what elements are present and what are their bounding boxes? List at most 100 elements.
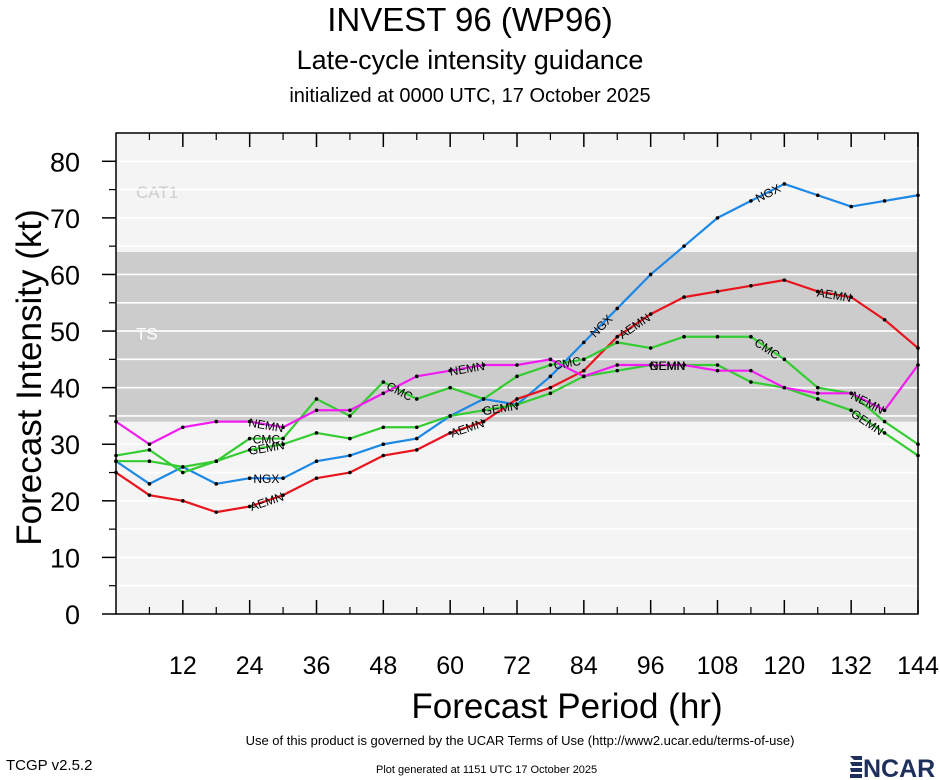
series-point-aemn <box>448 431 452 435</box>
series-point-cmc <box>548 363 553 367</box>
x-tick-label: 96 <box>637 652 665 680</box>
series-point-nemn <box>715 368 720 373</box>
x-tick-label: 12 <box>169 652 197 680</box>
series-point-nemn <box>281 425 285 430</box>
series-point-cmc <box>414 397 419 401</box>
series-point-aemn <box>147 493 152 497</box>
series-point-ngx <box>815 193 820 198</box>
series-label-ngx: NGX <box>253 472 279 486</box>
series-point-ngx <box>381 442 386 447</box>
series-point-ngx <box>715 216 720 220</box>
series-point-ngx <box>147 482 152 486</box>
series-point-nemn <box>815 391 820 396</box>
series-point-ngx <box>281 476 285 480</box>
ncar-logo-text: NCAR <box>863 755 935 780</box>
series-label-aemn: AEMN <box>816 285 853 305</box>
series-point-aemn <box>782 278 787 282</box>
series-point-nemn <box>247 419 252 424</box>
series-point-cmc <box>348 414 352 418</box>
x-tick-label: 132 <box>830 652 872 680</box>
ncar-logo-mark-icon <box>850 756 862 778</box>
band-label-ts: TS <box>136 325 158 344</box>
band-below-ts <box>116 421 918 614</box>
series-point-ngx <box>882 199 887 203</box>
series-label-gemn: GEMN <box>248 438 286 458</box>
series-point-aemn <box>381 453 386 458</box>
series-point-gemn <box>281 442 285 447</box>
series-point-aemn <box>682 295 686 299</box>
series-point-aemn <box>181 499 185 503</box>
series-point-gemn <box>481 408 486 413</box>
series-point-nemn <box>882 408 887 413</box>
series-label-group-ngx: NGX <box>253 472 279 486</box>
series-label-group-gemn: GEMN <box>482 399 520 419</box>
series-point-ngx <box>615 306 620 311</box>
series-point-aemn <box>481 419 486 424</box>
series-point-aemn <box>414 448 419 452</box>
series-point-gemn <box>749 380 753 384</box>
series-point-aemn <box>815 289 820 294</box>
generated-timestamp: Plot generated at 1151 UTC 17 October 20… <box>376 764 598 776</box>
series-point-nemn <box>615 363 620 367</box>
series-point-ngx <box>749 199 753 203</box>
series-point-cmc <box>749 334 753 339</box>
y-gridlines <box>116 160 918 587</box>
y-tick-label: 20 <box>50 487 80 517</box>
series-point-cmc <box>582 357 586 362</box>
series-label-group-nemn: NEMN <box>448 359 485 379</box>
series-point-nemn <box>582 374 586 379</box>
series-point-ngx <box>247 476 252 480</box>
series-point-aemn <box>214 510 219 514</box>
series-label-group-gemn: GEMN <box>248 438 286 458</box>
intensity-bands: TS CAT1 <box>116 133 918 614</box>
series-label-cmc: CMC <box>553 354 583 372</box>
chart-subtitle: Late-cycle intensity guidance <box>296 45 644 75</box>
series-point-gemn <box>715 363 720 367</box>
y-tick-label: 70 <box>50 204 80 234</box>
series-point-cmc <box>147 448 152 452</box>
series-point-gemn <box>247 448 252 452</box>
series-label-group-gemn: GEMN <box>649 359 685 373</box>
y-tick-label: 0 <box>65 600 80 630</box>
y-tick-label: 60 <box>50 260 80 290</box>
series-point-ngx <box>582 340 586 345</box>
series-point-aemn <box>281 493 285 497</box>
band-label-cat1: CAT1 <box>136 183 178 202</box>
series-point-aemn <box>515 397 519 401</box>
series-point-ngx <box>782 182 787 186</box>
series-label-gemn: GEMN <box>482 399 520 419</box>
series-point-nemn <box>749 368 753 373</box>
series-point-cmc <box>181 470 185 475</box>
x-tick-label: 120 <box>763 652 805 680</box>
x-tick-label: 144 <box>897 652 939 680</box>
series-label-group-cmc: CMC <box>253 433 281 447</box>
terms-of-use-note: Use of this product is governed by the U… <box>245 733 795 748</box>
series-point-cmc <box>448 385 452 390</box>
series-label-group-nemn: NEMN <box>248 416 285 436</box>
series-point-cmc <box>648 346 653 350</box>
series-point-nemn <box>414 374 419 379</box>
series-label-group-aemn: AEMN <box>816 285 853 305</box>
chart-title: INVEST 96 (WP96) <box>327 1 613 38</box>
series-point-ngx <box>314 459 319 464</box>
series-point-aemn <box>582 368 586 373</box>
series-point-cmc <box>682 334 686 339</box>
y-tick-label: 50 <box>50 317 80 347</box>
series-label-nemn: NEMN <box>448 359 485 379</box>
series-point-gemn <box>548 391 553 396</box>
y-tick-label: 10 <box>50 543 80 573</box>
series-point-aemn <box>715 289 720 294</box>
series-label-group-cmc: CMC <box>553 354 583 372</box>
series-point-nemn <box>481 363 486 367</box>
series-point-gemn <box>214 459 219 464</box>
version-label: TCGP v2.5.2 <box>6 757 93 774</box>
series-point-aemn <box>882 317 887 322</box>
series-point-gemn <box>314 431 319 435</box>
series-label-cmc: CMC <box>253 433 281 447</box>
series-point-aemn <box>314 476 319 480</box>
series-label-nemn: NEMN <box>248 416 285 436</box>
series-point-cmc <box>882 419 887 424</box>
series-label-gemn: GEMN <box>649 359 685 373</box>
y-tick-label: 40 <box>50 374 80 404</box>
